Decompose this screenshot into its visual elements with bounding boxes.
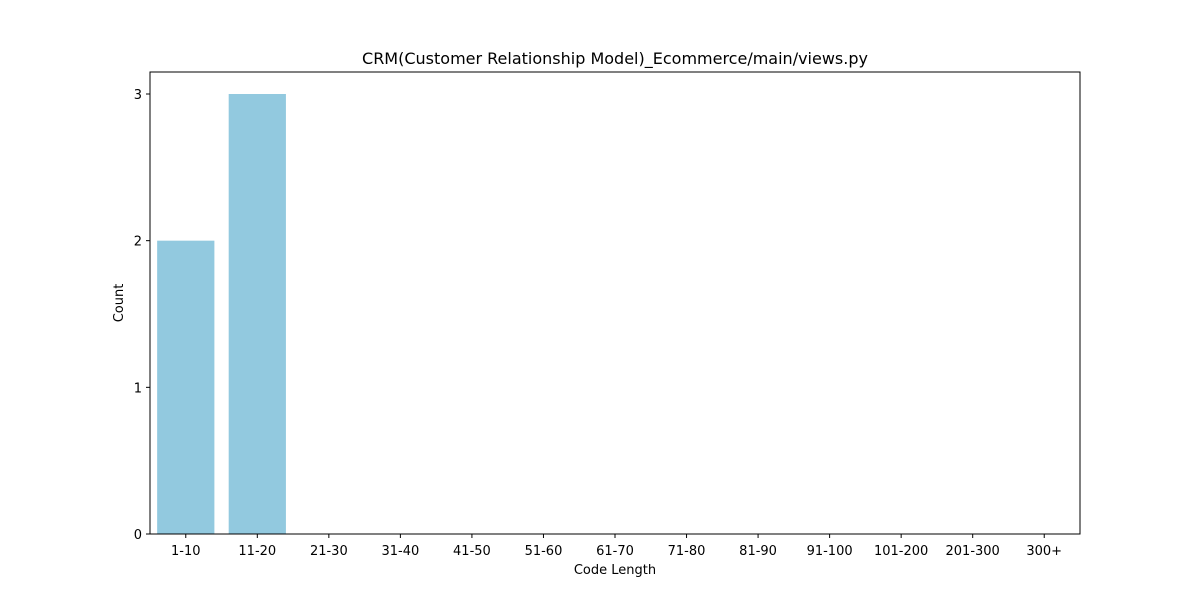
- chart-title: CRM(Customer Relationship Model)_Ecommer…: [362, 49, 868, 69]
- x-tick-label: 300+: [1026, 544, 1062, 559]
- x-tick-label: 91-100: [807, 544, 853, 559]
- x-tick-label: 31-40: [381, 544, 419, 559]
- y-tick-label: 1: [134, 381, 142, 396]
- bars: [157, 94, 286, 534]
- x-tick-label: 101-200: [874, 544, 928, 559]
- x-tick-label: 41-50: [453, 544, 491, 559]
- x-tick-label: 51-60: [525, 544, 563, 559]
- x-tick-label: 201-300: [946, 544, 1000, 559]
- x-tick-label: 21-30: [310, 544, 348, 559]
- x-tick-label: 11-20: [238, 544, 276, 559]
- x-tick-label: 1-10: [171, 544, 201, 559]
- x-tick-label: 71-80: [668, 544, 706, 559]
- x-axis-ticks: 1-10 11-20 21-30 31-40 41-50 51-60 61-70 71-80 8…: [171, 534, 1062, 559]
- y-axis-ticks: 0 1 2 3: [134, 88, 150, 543]
- plot-area-frame: [149, 71, 1081, 535]
- bar-1-10: [157, 240, 215, 534]
- y-tick-label: 2: [134, 235, 142, 250]
- y-tick-label: 3: [134, 88, 142, 103]
- x-axis-label: Code Length: [574, 563, 656, 578]
- x-tick-label: 81-90: [739, 544, 777, 559]
- y-axis-label: Count: [112, 284, 127, 323]
- x-tick-label: 61-70: [596, 544, 634, 559]
- bar-11-20: [228, 94, 286, 534]
- y-tick-label: 0: [134, 528, 142, 543]
